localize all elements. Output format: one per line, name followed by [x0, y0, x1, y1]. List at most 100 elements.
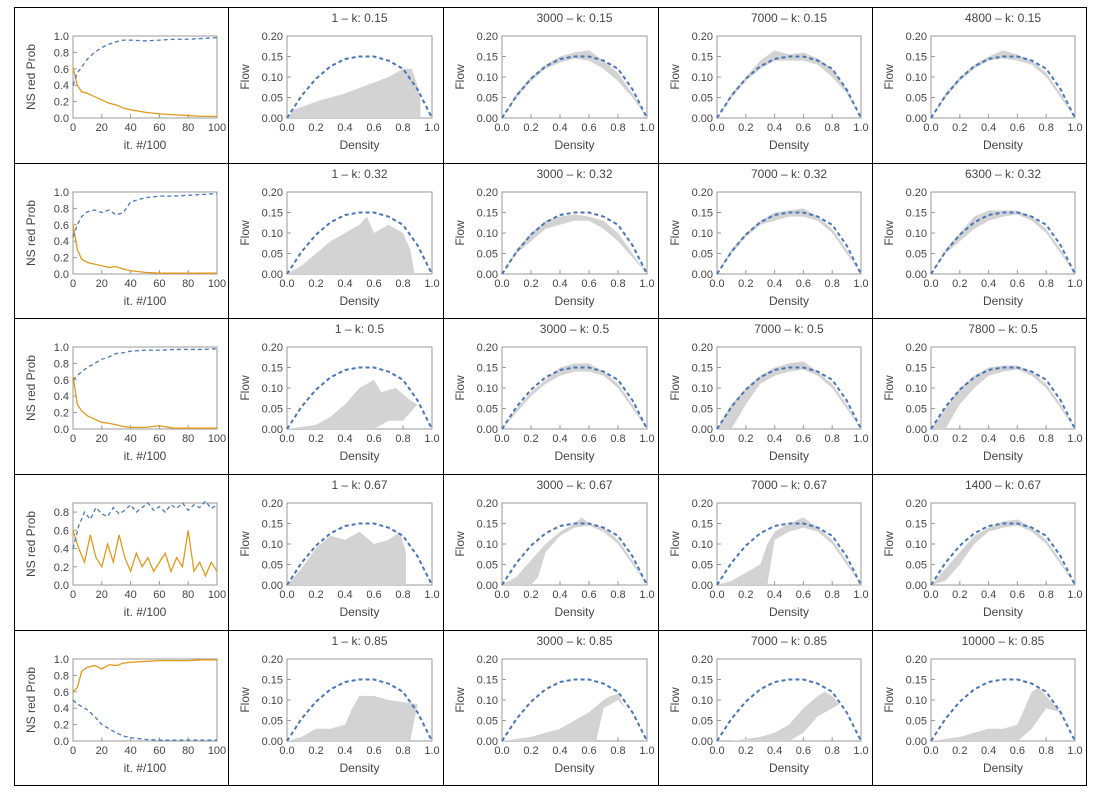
- panel-r1-c3: 7000 – k: 0.32 0.0 0.2 0.4 0.6 0.8 1.0 0.00 0.05…: [659, 164, 873, 319]
- y-tick-label: 0.15: [262, 52, 283, 64]
- x-tick-label: 0.8: [825, 589, 840, 601]
- y-tick-label: 0.00: [477, 580, 498, 592]
- plot-frame: [501, 191, 648, 275]
- y-axis-label: Flow: [668, 375, 682, 401]
- y-axis-label: NS red Prob: [24, 44, 38, 110]
- chart-svg: 3000 – k: 0.85 0.0 0.2 0.4 0.6 0.8 1.0 0.00 0.05…: [453, 634, 655, 775]
- y-tick-label: 0.20: [262, 342, 283, 354]
- x-tick-label: 0.6: [581, 745, 596, 757]
- chart-grid: 0 20 40 60 80 100 0.0 0.2 0.4 0.6 0.8 1.0 it. #/100 N…: [14, 7, 1087, 786]
- x-tick-label: 0.8: [395, 589, 410, 601]
- x-axis-label: Density: [554, 138, 594, 152]
- x-tick-label: 0.6: [796, 433, 811, 445]
- y-tick-label: 0.15: [906, 363, 927, 375]
- y-tick-label: 0.10: [906, 228, 927, 240]
- y-axis-label: Flow: [453, 531, 467, 557]
- x-tick-label: 100: [208, 589, 226, 601]
- x-tick-label: 0.8: [395, 122, 410, 134]
- x-tick-label: 0.2: [523, 122, 538, 134]
- y-tick-label: 0.10: [477, 72, 498, 84]
- y-tick-label: 0.20: [692, 187, 713, 199]
- x-tick-label: 1.0: [853, 589, 868, 601]
- plot-frame: [72, 191, 218, 275]
- x-tick-label: 1.0: [639, 278, 654, 290]
- series-line-orange: [72, 375, 217, 429]
- y-tick-label: 0.20: [262, 654, 283, 666]
- chart-svg: 0 20 40 60 80 100 0.0 0.2 0.4 0.6 0.8 1.0 it. #/100 N…: [24, 342, 226, 463]
- y-tick-label: 0.00: [477, 736, 498, 748]
- reference-curve: [501, 678, 648, 742]
- x-tick-label: 0.8: [610, 589, 625, 601]
- chart-svg: 7000 – k: 0.5 0.0 0.2 0.4 0.6 0.8 1.0 0.00 0.05 0…: [668, 322, 869, 463]
- y-axis-label: Flow: [668, 531, 682, 557]
- chart-svg: 0 20 40 60 80 100 0.0 0.2 0.4 0.6 0.8 1.0 it. #/100 N…: [24, 654, 226, 775]
- x-axis-label: it. #/100: [124, 138, 167, 152]
- series-line-blue: [72, 500, 218, 549]
- x-axis-label: Density: [769, 294, 809, 308]
- x-tick-label: 0.4: [552, 589, 567, 601]
- x-axis-label: Density: [339, 294, 379, 308]
- plot-frame: [930, 191, 1076, 275]
- chart-svg: 4800 – k: 0.15 0.0 0.2 0.4 0.6 0.8 1.0 0.00 0.05…: [882, 11, 1083, 152]
- flow-band: [287, 68, 421, 118]
- x-tick-label: 0.6: [581, 122, 596, 134]
- x-tick-label: 1.0: [424, 122, 439, 134]
- x-tick-label: 0.2: [523, 433, 538, 445]
- x-tick-label: 1.0: [424, 589, 439, 601]
- y-tick-label: 0.15: [477, 208, 498, 220]
- y-axis-label: Flow: [882, 220, 896, 246]
- y-tick-label: 1.0: [54, 654, 69, 666]
- y-tick-label: 0.05: [906, 93, 927, 105]
- x-tick-label: 60: [153, 122, 165, 134]
- chart-title: 3000 – k: 0.67: [536, 478, 612, 492]
- panel-r2-c3: 7000 – k: 0.5 0.0 0.2 0.4 0.6 0.8 1.0 0.00 0.05 0…: [659, 319, 873, 475]
- y-axis-label: Flow: [238, 220, 252, 246]
- y-tick-label: 0.6: [54, 64, 69, 76]
- x-tick-label: 0.6: [1010, 745, 1025, 757]
- series-line-blue: [72, 699, 217, 741]
- y-tick-label: 0.20: [262, 187, 283, 199]
- flow-band: [287, 695, 418, 741]
- y-tick-label: 0.4: [54, 236, 69, 248]
- y-tick-label: 0.15: [262, 208, 283, 220]
- y-tick-label: 0.2: [54, 408, 69, 420]
- x-tick-label: 0.2: [523, 589, 538, 601]
- y-tick-label: 0.05: [692, 404, 713, 416]
- y-tick-label: 0.15: [477, 52, 498, 64]
- reference-curve: [716, 55, 862, 119]
- x-tick-label: 0.2: [738, 433, 753, 445]
- x-tick-label: 0.0: [494, 745, 509, 757]
- x-tick-label: 0.4: [981, 278, 996, 290]
- y-tick-label: 0.20: [906, 342, 927, 354]
- y-tick-label: 0.10: [692, 695, 713, 707]
- chart-title: 7000 – k: 0.32: [751, 167, 827, 181]
- x-axis-label: Density: [554, 605, 594, 619]
- x-tick-label: 0.8: [610, 278, 625, 290]
- x-tick-label: 0.4: [337, 122, 352, 134]
- y-tick-label: 1.0: [54, 31, 69, 43]
- y-tick-label: 0.10: [692, 539, 713, 551]
- chart-title: 1 – k: 0.32: [331, 167, 387, 181]
- panel-r3-c3: 7000 – k: 0.67 0.0 0.2 0.4 0.6 0.8 1.0 0.00 0.05…: [659, 475, 873, 631]
- x-tick-label: 0.2: [308, 278, 323, 290]
- y-tick-label: 0.10: [906, 695, 927, 707]
- chart-title: 1 – k: 0.85: [331, 634, 387, 648]
- x-tick-label: 60: [153, 433, 165, 445]
- chart-title: 3000 – k: 0.5: [540, 322, 610, 336]
- y-tick-label: 1.0: [54, 342, 69, 354]
- chart-title: 7000 – k: 0.85: [751, 634, 827, 648]
- chart-svg: 1 – k: 0.15 0.0 0.2 0.4 0.6 0.8 1.0 0.00 0.05 0.1…: [238, 11, 440, 152]
- y-tick-label: 0.15: [692, 519, 713, 531]
- y-tick-label: 0.00: [262, 424, 283, 436]
- x-tick-label: 0.6: [366, 122, 381, 134]
- x-tick-label: 0.8: [825, 278, 840, 290]
- y-tick-label: 0.00: [692, 424, 713, 436]
- panel-r1-c1: 1 – k: 0.32 0.0 0.2 0.4 0.6 0.8 1.0 0.00 0.05 0.1…: [229, 164, 444, 319]
- y-tick-label: 0.15: [477, 675, 498, 687]
- x-tick-label: 0.8: [395, 433, 410, 445]
- x-tick-label: 0.6: [1010, 278, 1025, 290]
- y-tick-label: 0.05: [692, 560, 713, 572]
- x-tick-label: 0.6: [796, 745, 811, 757]
- x-tick-label: 0.8: [395, 278, 410, 290]
- x-tick-label: 0.0: [923, 589, 938, 601]
